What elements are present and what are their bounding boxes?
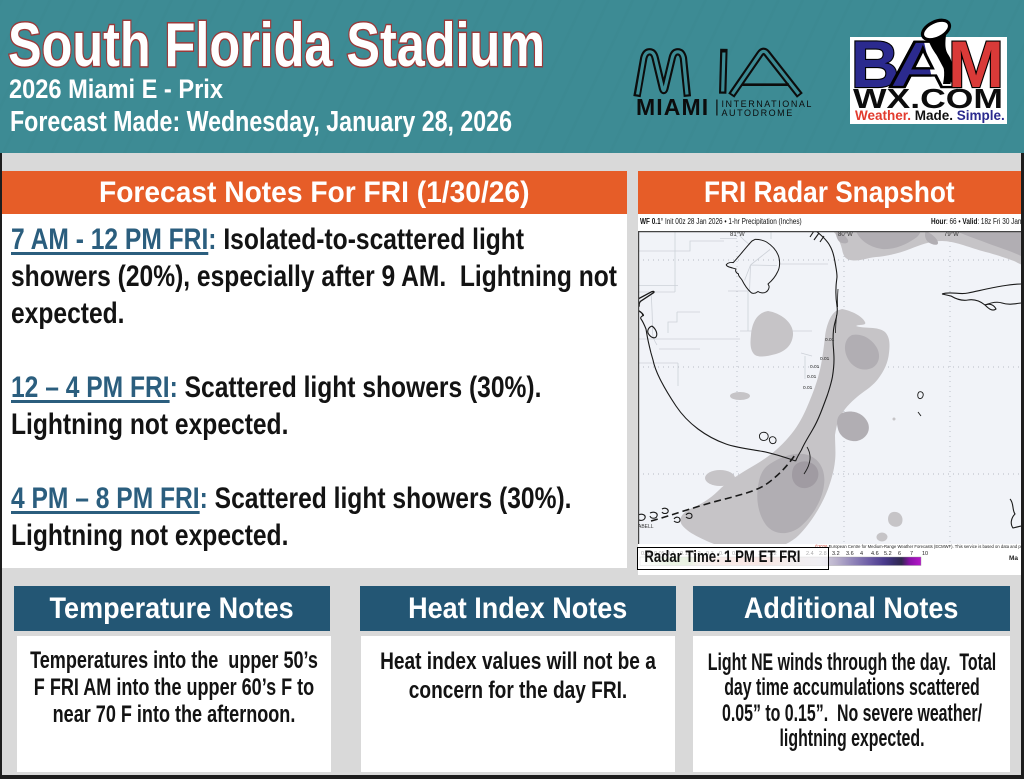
svg-text:ABELL: ABELL — [638, 524, 654, 530]
svg-text:10: 10 — [922, 551, 928, 557]
svg-text:Ma: Ma — [1009, 555, 1018, 562]
svg-text:3.6: 3.6 — [846, 551, 854, 557]
svg-text:AUTODROME: AUTODROME — [722, 108, 794, 118]
svg-text:Forecast Made: Wednesday, Janu: Forecast Made: Wednesday, January 28, 20… — [10, 106, 512, 138]
svg-text:4.6: 4.6 — [871, 551, 879, 557]
svg-text:M: M — [948, 27, 1004, 101]
svg-text:4: 4 — [860, 551, 863, 557]
svg-text:81°W: 81°W — [730, 232, 745, 238]
svg-text:MIAMI: MIAMI — [636, 94, 709, 120]
svg-text:80°W: 80°W — [838, 232, 853, 238]
svg-text:0.01: 0.01 — [807, 374, 817, 380]
svg-text:6: 6 — [898, 551, 901, 557]
svg-text:3.2: 3.2 — [832, 551, 840, 557]
svg-text:0.01: 0.01 — [810, 364, 820, 370]
svg-text:0.01: 0.01 — [820, 356, 830, 362]
svg-text:5.2: 5.2 — [884, 551, 892, 557]
svg-text:79°W: 79°W — [944, 232, 959, 238]
svg-text:South Florida Stadium: South Florida Stadium — [8, 11, 545, 80]
svg-text:INTERNATIONAL: INTERNATIONAL — [722, 99, 814, 109]
svg-text:0.01: 0.01 — [825, 337, 835, 343]
svg-text:2026 Miami E - Prix: 2026 Miami E - Prix — [9, 74, 223, 104]
svg-text:7: 7 — [910, 551, 913, 557]
svg-text:WX.COM: WX.COM — [853, 83, 1003, 114]
svg-text:B: B — [851, 27, 899, 101]
svg-text:Weather. Made. Simple.: Weather. Made. Simple. — [855, 108, 1005, 123]
svg-text:0.01: 0.01 — [803, 385, 813, 391]
svg-text:©2026 European Centre for Medi: ©2026 European Centre for Medium-Range W… — [815, 544, 1021, 549]
